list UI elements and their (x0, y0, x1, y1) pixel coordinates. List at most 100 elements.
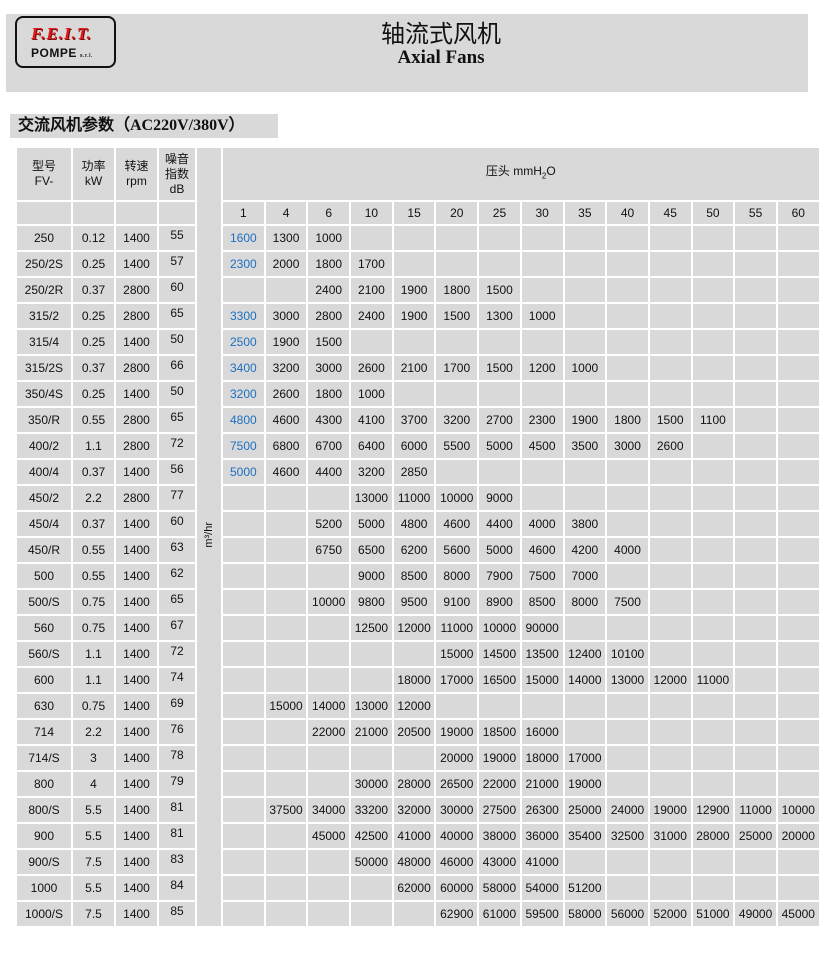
table-row: 800/S 5.5 1400 81 37500 34000 33200 32000 30000 2… (15, 796, 821, 824)
header-row: 型号 FV- 功率 kW 转速 rpm 噪音 指数 dB m³/hr 压头 mmH2O (15, 146, 821, 928)
flow-cell (263, 276, 309, 304)
power-cell: 2.2 (71, 718, 116, 746)
flow-cell: 5000 (349, 510, 394, 538)
flow-cell: 3400 (221, 354, 266, 382)
model-cell: 350/R (15, 406, 73, 434)
flow-cell (775, 874, 821, 902)
flow-cell: 17000 (434, 666, 480, 694)
table-row: 400/4 0.37 1400 56 5000 4600 4400 3200 2850 (15, 458, 821, 486)
speed-cell: 1400 (114, 328, 159, 356)
speed-cell: 1400 (114, 588, 159, 616)
flow-cell: 56000 (605, 900, 650, 928)
flow-cell (349, 224, 394, 252)
flow-cell (477, 250, 522, 278)
flow-cell: 27500 (477, 796, 522, 824)
flow-cell (733, 744, 778, 772)
flow-cell (690, 692, 736, 720)
flow-cell (221, 588, 266, 616)
flow-cell (477, 380, 522, 408)
speed-cell: 1400 (114, 744, 159, 772)
flow-cell: 51200 (562, 874, 608, 902)
flow-cell (647, 224, 693, 252)
flow-cell (733, 588, 778, 616)
flow-cell: 6800 (263, 432, 309, 460)
noise-cell: 77 (157, 484, 197, 512)
speed-cell: 1400 (114, 848, 159, 876)
power-cell: 7.5 (71, 900, 116, 928)
flow-cell: 14500 (477, 640, 522, 668)
flow-cell: 2600 (647, 432, 693, 460)
flow-cell: 33200 (349, 796, 394, 824)
table-row: 900/S 7.5 1400 83 50000 48000 46000 43000 41000 (15, 848, 821, 876)
table-row: 800 4 1400 79 30000 28000 26500 22000 21000 19000 (15, 770, 821, 798)
flow-cell (733, 458, 778, 486)
flow-cell (349, 744, 394, 772)
noise-cell: 78 (157, 744, 197, 772)
flow-cell: 10000 (306, 588, 352, 616)
pressure-header: 40 (605, 200, 650, 226)
flow-cell: 1000 (519, 302, 565, 330)
flow-cell: 45000 (775, 900, 821, 928)
flow-cell: 1000 (349, 380, 394, 408)
model-cell: 1000 (15, 874, 73, 902)
noise-cell: 79 (157, 770, 197, 798)
flow-cell (733, 510, 778, 538)
flow-cell (263, 510, 309, 538)
flow-cell (562, 458, 608, 486)
flow-cell: 13500 (519, 640, 565, 668)
flow-cell: 21000 (349, 718, 394, 746)
noise-cell: 83 (157, 848, 197, 876)
flow-cell: 4600 (263, 458, 309, 486)
flow-cell (690, 380, 736, 408)
flow-cell (519, 458, 565, 486)
flow-cell: 15000 (434, 640, 480, 668)
flow-cell (477, 224, 522, 252)
power-cell: 0.75 (71, 692, 116, 720)
flow-cell (647, 484, 693, 512)
flow-cell (391, 250, 437, 278)
flow-cell (733, 484, 778, 512)
flow-cell (647, 380, 693, 408)
flow-cell (647, 848, 693, 876)
flow-cell: 4000 (605, 536, 650, 564)
flow-cell (647, 276, 693, 304)
flow-cell (690, 718, 736, 746)
speed-cell: 2800 (114, 354, 159, 382)
model-cell: 600 (15, 666, 73, 694)
flow-cell (306, 614, 352, 642)
flow-cell: 28000 (391, 770, 437, 798)
flow-cell (733, 224, 778, 252)
speed-cell: 1400 (114, 692, 159, 720)
table-row: 714 2.2 1400 76 22000 21000 20500 19000 18500 160… (15, 718, 821, 746)
model-cell: 500/S (15, 588, 73, 616)
flow-cell: 12000 (391, 692, 437, 720)
flow-cell (349, 640, 394, 668)
flow-cell (647, 692, 693, 720)
speed-cell: 1400 (114, 458, 159, 486)
flow-cell: 2300 (519, 406, 565, 434)
model-cell: 400/4 (15, 458, 73, 486)
flow-cell: 48000 (391, 848, 437, 876)
flow-cell: 46000 (434, 848, 480, 876)
flow-cell (349, 874, 394, 902)
table-row: 350/4S 0.25 1400 50 3200 2600 1800 1000 (15, 380, 821, 408)
flow-cell: 4600 (519, 536, 565, 564)
flow-cell: 10000 (434, 484, 480, 512)
table-row: 450/2 2.2 2800 77 13000 11000 10000 9000 (15, 484, 821, 512)
flow-cell: 19000 (562, 770, 608, 798)
flow-cell (647, 562, 693, 590)
flow-cell (434, 328, 480, 356)
flow-cell: 16000 (519, 718, 565, 746)
flow-cell (306, 744, 352, 772)
flow-cell (647, 510, 693, 538)
flow-cell: 5000 (477, 432, 522, 460)
flow-cell (221, 770, 266, 798)
flow-cell: 2600 (263, 380, 309, 408)
power-cell: 0.55 (71, 536, 116, 564)
flow-cell: 1500 (434, 302, 480, 330)
speed-cell: 2800 (114, 302, 159, 330)
flow-cell (690, 354, 736, 382)
flow-cell: 1600 (221, 224, 266, 252)
flow-cell (349, 666, 394, 694)
speed-cell: 2800 (114, 406, 159, 434)
